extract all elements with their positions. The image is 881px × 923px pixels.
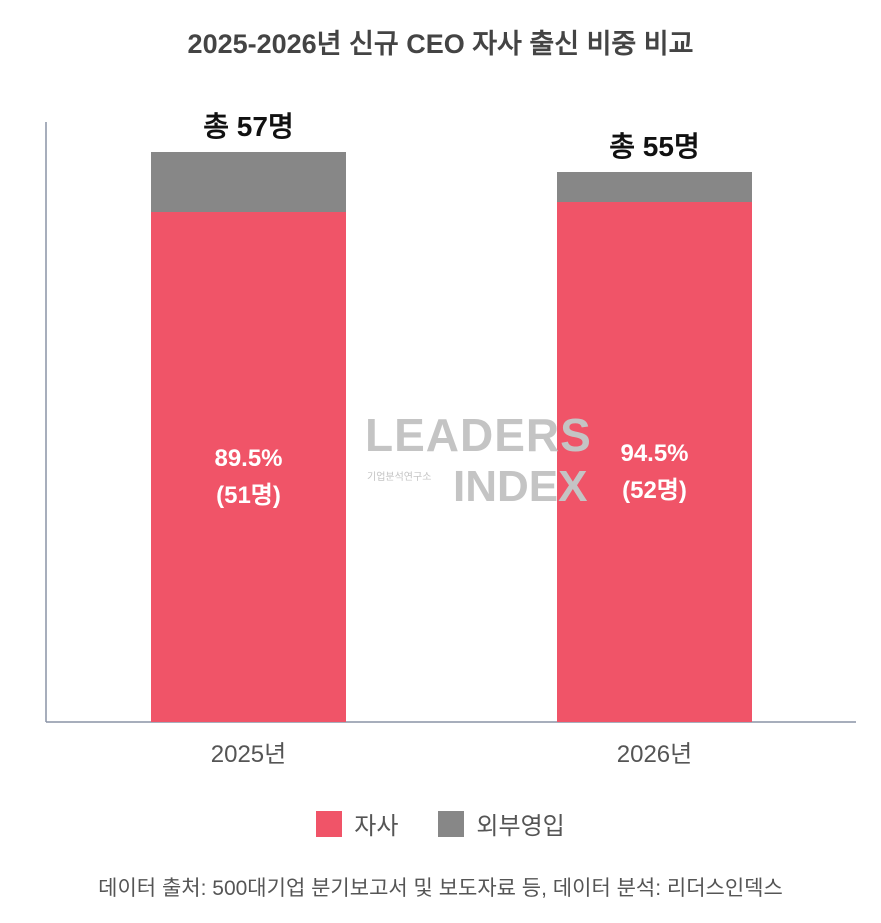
source-note: 데이터 출처: 500대기업 분기보고서 및 보도자료 등, 데이터 분석: 리…	[98, 877, 783, 900]
bar-own-1	[557, 202, 752, 722]
data-label-pct: 89.5%	[214, 445, 282, 472]
legend-item-own: 자사	[316, 806, 398, 841]
legend-item-external: 외부영입	[438, 806, 565, 841]
chart-title: 2025-2026년 신규 CEO 자사 출신 비중 비교	[187, 29, 694, 59]
leaders-index-watermark: LEADERS 기업분석연구소 INDEX	[365, 409, 592, 511]
bar-external-0	[151, 152, 346, 212]
bar-external-1	[557, 172, 752, 202]
legend-label-own: 자사	[354, 813, 399, 840]
data-label-pct: 94.5%	[620, 440, 688, 467]
x-tick-label: 2026년	[617, 741, 692, 768]
data-label-count: (51명)	[216, 482, 281, 509]
x-tick-label: 2025년	[211, 741, 286, 768]
total-label: 총 57명	[203, 111, 293, 142]
legend-swatch-own	[316, 810, 343, 837]
total-label: 총 55명	[609, 131, 699, 162]
data-label-count: (52명)	[622, 477, 687, 504]
legend: 자사 외부영입	[0, 806, 881, 841]
bar-own-0	[151, 212, 346, 722]
legend-label-external: 외부영입	[476, 813, 565, 840]
legend-swatch-external	[438, 810, 465, 837]
